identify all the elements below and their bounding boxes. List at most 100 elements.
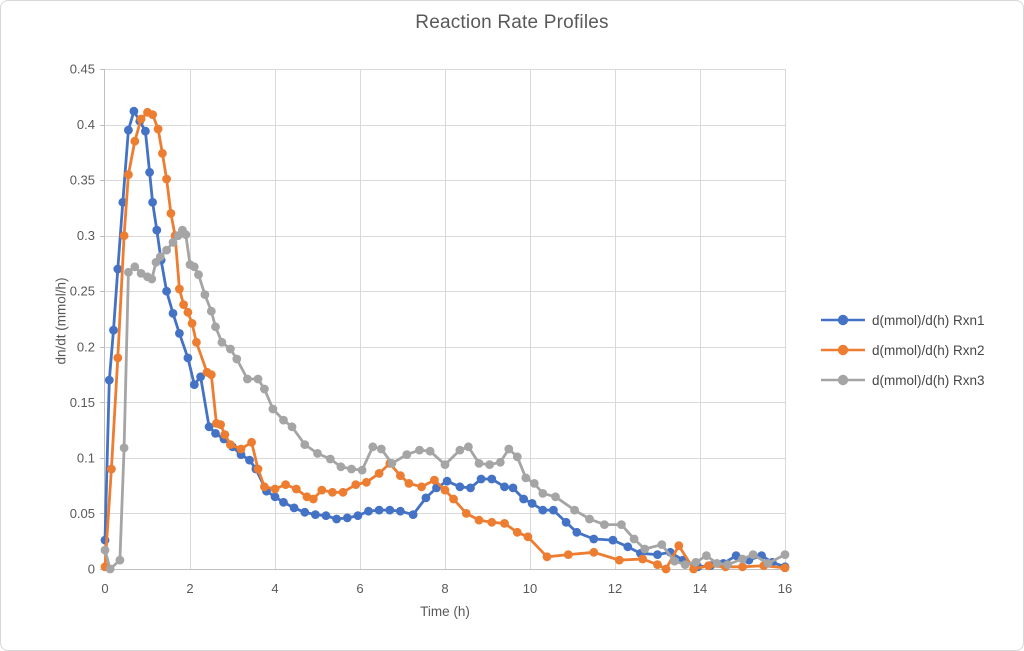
data-point-marker bbox=[166, 209, 176, 218]
data-point-marker bbox=[183, 353, 193, 363]
legend: d(mmol)/d(h) Rxn1 d(mmol)/d(h) Rxn2 d(mmol… bbox=[820, 305, 985, 395]
data-point-marker bbox=[485, 460, 494, 469]
data-point-marker bbox=[364, 506, 373, 516]
data-point-marker bbox=[500, 519, 509, 528]
data-point-marker bbox=[653, 550, 662, 559]
data-point-marker bbox=[629, 534, 639, 544]
data-point-marker bbox=[300, 507, 310, 517]
x-tick-label: 0 bbox=[101, 581, 108, 596]
data-point-marker bbox=[487, 474, 497, 484]
data-point-marker bbox=[487, 517, 497, 527]
legend-item-rxn1[interactable]: d(mmol)/d(h) Rxn1 bbox=[820, 305, 985, 335]
data-point-marker bbox=[253, 374, 263, 384]
y-tick-label: 0.05 bbox=[70, 506, 95, 521]
data-point-marker bbox=[455, 482, 465, 492]
data-point-marker bbox=[130, 136, 140, 146]
data-point-marker bbox=[495, 457, 505, 467]
data-point-marker bbox=[260, 384, 269, 394]
data-point-marker bbox=[614, 555, 624, 565]
series-rxn1[interactable] bbox=[100, 106, 790, 572]
data-point-marker bbox=[347, 464, 356, 474]
data-point-marker bbox=[657, 540, 667, 549]
data-point-marker bbox=[158, 149, 167, 158]
data-point-marker bbox=[204, 422, 214, 432]
x-tick-label: 16 bbox=[778, 581, 792, 596]
data-point-marker bbox=[342, 513, 352, 523]
data-point-marker bbox=[119, 443, 129, 453]
data-point-marker bbox=[357, 465, 367, 475]
y-tick-label: 0 bbox=[88, 562, 95, 577]
y-tick-label: 0.4 bbox=[77, 117, 95, 132]
data-point-marker bbox=[512, 527, 522, 537]
data-point-marker bbox=[113, 353, 123, 363]
data-point-marker bbox=[124, 267, 133, 277]
data-point-marker bbox=[374, 505, 384, 515]
data-point-marker bbox=[570, 505, 579, 515]
data-point-marker bbox=[153, 124, 163, 134]
legend-line-marker-icon bbox=[821, 314, 865, 326]
data-point-marker bbox=[289, 503, 299, 513]
y-tick-label: 0.2 bbox=[77, 339, 95, 354]
data-point-marker bbox=[415, 445, 424, 455]
data-point-marker bbox=[430, 475, 439, 485]
data-point-marker bbox=[748, 550, 758, 559]
data-point-marker bbox=[189, 262, 199, 272]
data-point-marker bbox=[402, 450, 412, 459]
legend-item-rxn3[interactable]: d(mmol)/d(h) Rxn3 bbox=[820, 365, 985, 395]
data-point-marker bbox=[353, 511, 363, 521]
legend-label: d(mmol)/d(h) Rxn2 bbox=[872, 342, 985, 358]
data-point-marker bbox=[105, 564, 115, 574]
data-point-marker bbox=[181, 230, 191, 240]
data-point-marker bbox=[313, 449, 322, 458]
data-point-marker bbox=[162, 245, 172, 255]
data-point-marker bbox=[538, 505, 548, 515]
data-point-marker bbox=[217, 337, 227, 347]
data-point-marker bbox=[538, 489, 548, 498]
data-point-marker bbox=[187, 319, 197, 328]
data-point-marker bbox=[474, 515, 484, 525]
data-point-marker bbox=[523, 532, 533, 542]
data-point-marker bbox=[226, 440, 235, 449]
data-point-marker bbox=[124, 170, 133, 180]
data-point-marker bbox=[216, 420, 226, 429]
x-tick-label: 8 bbox=[441, 581, 448, 596]
data-point-marker bbox=[780, 563, 790, 573]
data-point-marker bbox=[279, 497, 288, 507]
data-point-marker bbox=[119, 231, 129, 241]
data-point-marker bbox=[589, 534, 599, 544]
legend-item-rxn2[interactable]: d(mmol)/d(h) Rxn2 bbox=[820, 335, 985, 365]
data-point-marker bbox=[396, 471, 405, 481]
data-point-marker bbox=[670, 556, 679, 566]
data-point-marker bbox=[245, 455, 254, 465]
chart-title: Reaction Rate Profiles bbox=[415, 12, 609, 33]
data-point-marker bbox=[308, 494, 318, 504]
data-point-marker bbox=[236, 444, 246, 454]
data-point-marker bbox=[585, 514, 594, 524]
data-point-marker bbox=[466, 483, 475, 493]
x-axis-title: Time (h) bbox=[420, 604, 470, 619]
data-point-marker bbox=[425, 446, 435, 456]
data-point-marker bbox=[260, 482, 269, 492]
data-point-marker bbox=[689, 564, 698, 574]
data-point-marker bbox=[179, 300, 189, 309]
data-point-marker bbox=[702, 551, 711, 561]
data-point-marker bbox=[617, 520, 626, 529]
data-point-marker bbox=[268, 404, 278, 414]
data-point-marker bbox=[385, 505, 395, 515]
data-point-marker bbox=[129, 106, 139, 116]
y-tick-label: 0.15 bbox=[70, 395, 95, 410]
data-point-marker bbox=[124, 125, 133, 135]
series-rxn3[interactable] bbox=[100, 225, 790, 574]
data-point-marker bbox=[247, 437, 256, 447]
data-point-marker bbox=[200, 290, 210, 299]
x-tick-label: 2 bbox=[186, 581, 193, 596]
data-point-marker bbox=[376, 444, 386, 454]
data-point-marker bbox=[440, 485, 450, 495]
data-point-marker bbox=[253, 464, 263, 474]
legend-line-marker-icon bbox=[821, 344, 865, 356]
data-point-marker bbox=[387, 459, 397, 468]
data-point-marker bbox=[145, 167, 155, 177]
legend-dot bbox=[837, 344, 849, 356]
data-point-marker bbox=[220, 430, 230, 439]
